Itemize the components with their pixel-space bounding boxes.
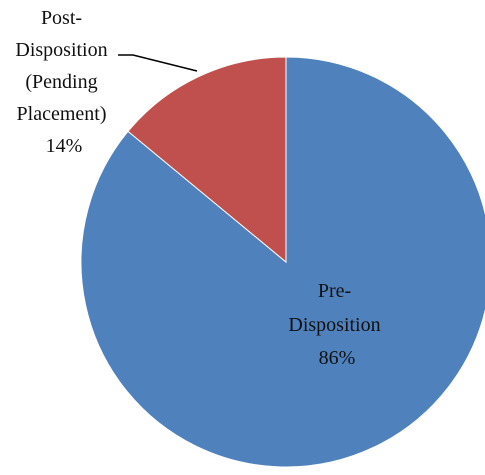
- slice-label-pre-line-2: Disposition: [288, 314, 380, 336]
- slice-label-post-line-1: Post-: [41, 7, 82, 29]
- slice-label-pre-line-1: Pre-: [318, 280, 351, 302]
- slice-percent-post-disposition: 14%: [46, 135, 83, 157]
- slice-percent-pre-disposition: 86%: [319, 347, 356, 369]
- slice-label-pre-disposition: Pre- Disposition 86%: [288, 280, 385, 369]
- pie-slice-pre-disposition: [80, 56, 485, 468]
- slice-label-post-line-4: Placement): [17, 103, 107, 125]
- slice-label-post-line-2: Disposition: [15, 39, 107, 61]
- pie-slices: [80, 56, 485, 468]
- pie-slice-post-disposition: [127, 56, 287, 264]
- leader-line-post-disposition: [118, 54, 198, 72]
- slice-label-post-disposition: Post- Disposition (Pending Placement) 14…: [15, 7, 112, 157]
- slice-label-post-line-3: (Pending: [25, 71, 97, 93]
